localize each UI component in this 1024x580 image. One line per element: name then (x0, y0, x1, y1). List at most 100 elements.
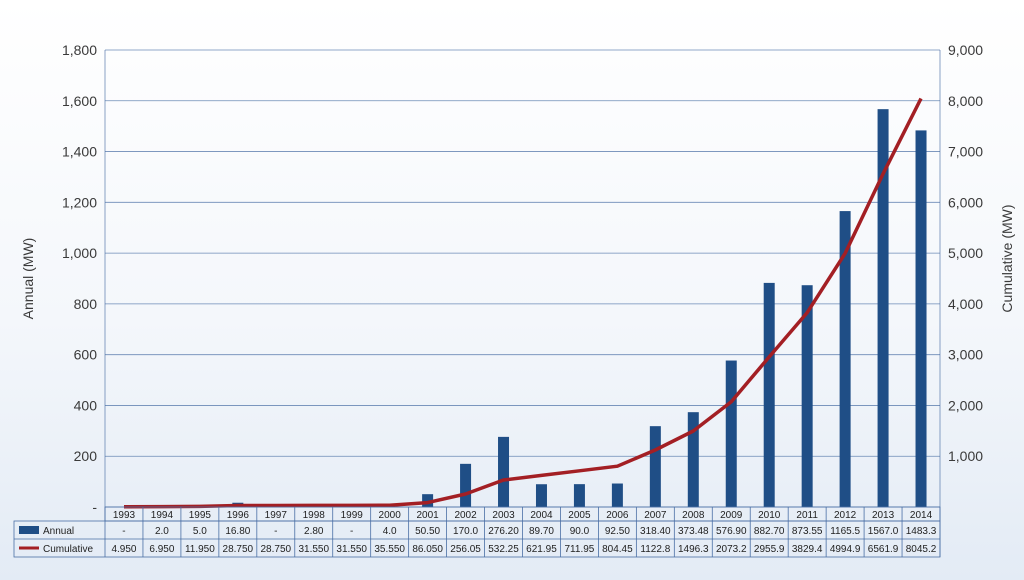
y-right-tick-label: 9,000 (948, 42, 983, 58)
bar-annual (763, 282, 775, 507)
data-label-annual: 89.70 (529, 526, 554, 537)
x-tick-label: 1998 (303, 510, 326, 521)
bar-annual (687, 412, 699, 507)
x-tick-label: 2013 (872, 510, 895, 521)
data-label-cumulative: 11.950 (185, 544, 215, 555)
data-label-cumulative: 4.950 (111, 544, 136, 555)
bar-annual (535, 484, 547, 507)
data-label-annual: 2.0 (155, 526, 169, 537)
data-label-cumulative: 2073.2 (716, 544, 747, 555)
data-label-cumulative: 28.750 (260, 544, 291, 555)
data-label-cumulative: 1496.3 (678, 544, 709, 555)
data-label-cumulative: 3829.4 (792, 544, 823, 555)
data-label-cumulative: 6561.9 (868, 544, 899, 555)
y-right-tick-label: 8,000 (948, 93, 983, 109)
x-tick-label: 1997 (265, 510, 288, 521)
bar-annual (498, 436, 510, 507)
x-tick-label: 2010 (758, 510, 781, 521)
data-label-cumulative: 28.750 (223, 544, 254, 555)
data-label-annual: 4.0 (383, 526, 397, 537)
data-label-annual: 50.50 (415, 526, 440, 537)
data-label-annual: 576.90 (716, 526, 747, 537)
data-label-cumulative: 4994.9 (830, 544, 861, 555)
data-label-cumulative: 621.95 (526, 544, 557, 555)
x-tick-label: 1993 (113, 510, 136, 521)
y-tick-label: 1,600 (62, 93, 97, 109)
data-label-annual: 170.0 (453, 526, 478, 537)
data-label-cumulative: 31.550 (336, 544, 367, 555)
data-label-cumulative: 8045.2 (906, 544, 937, 555)
bar-annual (801, 285, 813, 507)
data-label-cumulative: 31.550 (298, 544, 329, 555)
line-cumulative (123, 97, 923, 509)
y-right-tick-label: 1,000 (948, 448, 983, 464)
x-tick-label: 1995 (189, 510, 212, 521)
data-label-annual: - (274, 526, 277, 537)
y-right-tick-label: 4,000 (948, 296, 983, 312)
y-tick-label: 200 (74, 448, 98, 464)
legend-key-annual (19, 526, 39, 534)
data-label-cumulative: 6.950 (149, 544, 174, 555)
y-axis-title: Annual (MW) (20, 238, 36, 320)
bar-annual (422, 494, 434, 507)
bar-annual (915, 130, 927, 507)
y-tick-label: 1,400 (62, 144, 97, 160)
x-tick-label: 2000 (379, 510, 402, 521)
y-tick-label: - (92, 499, 97, 515)
legend-label-cumulative: Cumulative (43, 544, 93, 555)
x-tick-label: 2009 (720, 510, 743, 521)
y-right-tick-label: 5,000 (948, 245, 983, 261)
data-label-annual: 5.0 (193, 526, 207, 537)
x-tick-label: 1996 (227, 510, 250, 521)
y-right-tick-label: 3,000 (948, 347, 983, 363)
y-tick-label: 600 (74, 347, 98, 363)
y-right-axis-title: Cumulative (MW) (999, 204, 1015, 312)
data-label-cumulative: 804.45 (602, 544, 633, 555)
bar-annual (649, 426, 661, 507)
data-label-annual: 16.80 (225, 526, 250, 537)
y-tick-label: 1,800 (62, 42, 97, 58)
x-tick-label: 2006 (606, 510, 629, 521)
data-label-annual: 2.80 (304, 526, 324, 537)
x-tick-label: 2001 (416, 510, 439, 521)
data-label-annual: 276.20 (488, 526, 519, 537)
data-label-annual: 882.70 (754, 526, 785, 537)
x-tick-label: 2012 (834, 510, 857, 521)
data-label-annual: - (350, 526, 353, 537)
x-tick-label: 2005 (568, 510, 591, 521)
data-label-annual: - (122, 526, 125, 537)
bar-annual (573, 484, 585, 507)
data-label-cumulative: 35.550 (374, 544, 405, 555)
data-label-annual: 873.55 (792, 526, 823, 537)
data-label-annual: 92.50 (605, 526, 630, 537)
y-tick-label: 800 (74, 296, 98, 312)
data-label-annual: 1567.0 (868, 526, 899, 537)
y-tick-label: 1,200 (62, 194, 97, 210)
bar-annual (839, 211, 851, 507)
x-tick-label: 1994 (151, 510, 174, 521)
data-label-annual: 1483.3 (906, 526, 937, 537)
bar-annual (725, 360, 737, 507)
data-label-cumulative: 532.25 (488, 544, 519, 555)
x-tick-label: 2011 (796, 510, 818, 521)
x-tick-label: 2004 (530, 510, 553, 521)
data-label-annual: 373.48 (678, 526, 709, 537)
legend-label-annual: Annual (43, 526, 74, 537)
data-label-annual: 90.0 (570, 526, 590, 537)
x-tick-label: 2007 (644, 510, 667, 521)
y-right-tick-label: 6,000 (948, 194, 983, 210)
y-right-tick-label: 2,000 (948, 397, 983, 413)
y-right-tick-label: 7,000 (948, 144, 983, 160)
y-tick-label: 400 (74, 397, 98, 413)
x-tick-label: 2008 (682, 510, 705, 521)
bar-annual (460, 463, 472, 507)
bar-annual (611, 483, 623, 507)
data-label-annual: 1165.5 (830, 526, 860, 537)
x-tick-label: 2014 (910, 510, 933, 521)
data-label-cumulative: 711.95 (565, 544, 595, 555)
data-label-cumulative: 2955.9 (754, 544, 785, 555)
data-label-cumulative: 256.05 (450, 544, 481, 555)
bar-annual (877, 109, 889, 507)
